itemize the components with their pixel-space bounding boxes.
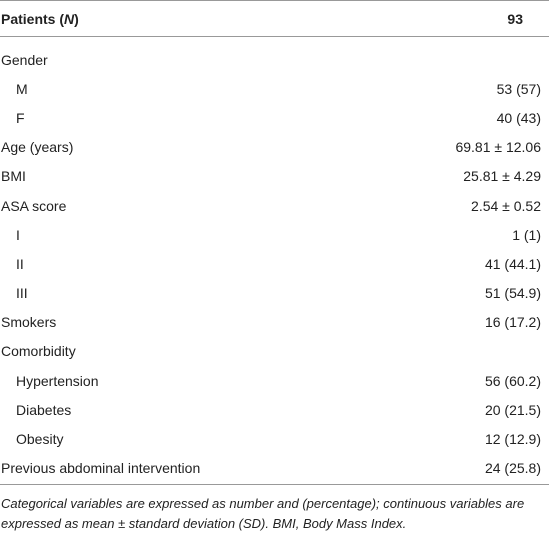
table-row: Age (years) 69.81 ± 12.06 [0, 133, 549, 162]
table-row: Hypertension 56 (60.2) [0, 366, 549, 395]
row-value: 53 (57) [496, 80, 541, 97]
table-row: Comorbidity [0, 337, 549, 366]
row-label: F [16, 109, 25, 126]
table-row: ASA score 2.54 ± 0.52 [0, 191, 549, 220]
table-row: Diabetes 20 (21.5) [0, 395, 549, 424]
table-row: Smokers 16 (17.2) [0, 308, 549, 337]
row-value: 56 (60.2) [484, 372, 541, 389]
row-label: Smokers [1, 314, 57, 331]
row-label: M [16, 80, 28, 97]
row-value: 2.54 ± 0.52 [471, 197, 541, 214]
header-text: Patients ( [1, 10, 65, 27]
table-row: BMI 25.81 ± 4.29 [0, 162, 549, 191]
table-row: M 53 (57) [0, 74, 549, 103]
row-label: Diabetes [16, 401, 72, 418]
row-value: 69.81 ± 12.06 [455, 139, 541, 156]
row-label: Age (years) [1, 139, 74, 156]
header-label: Patients (N) [1, 11, 79, 27]
row-label: II [16, 255, 24, 272]
table-row: F 40 (43) [0, 103, 549, 132]
row-label: Gender [1, 51, 48, 68]
row-value: 24 (25.8) [484, 460, 541, 477]
header-value: 93 [507, 10, 523, 27]
row-label: Obesity [16, 431, 64, 448]
table-row: II 41 (44.1) [0, 249, 549, 278]
row-value: 1 (1) [512, 226, 541, 243]
header-text: ) [74, 10, 79, 27]
row-label: Comorbidity [1, 343, 76, 360]
row-label: III [16, 285, 28, 302]
row-value: 25.81 ± 4.29 [463, 168, 541, 185]
bottom-rule [0, 483, 549, 485]
row-value: 51 (54.9) [484, 285, 541, 302]
row-label: Hypertension [16, 372, 99, 389]
header-row: Patients (N) 93 [0, 0, 549, 37]
table-body: Gender M 53 (57) F 40 (43) Age (years) 69.81 ±… [0, 45, 549, 483]
row-label: I [16, 226, 20, 243]
row-value: 20 (21.5) [484, 401, 541, 418]
row-value: 16 (17.2) [484, 314, 541, 331]
table-row: III 51 (54.9) [0, 279, 549, 308]
row-value: 12 (12.9) [484, 431, 541, 448]
footnote: Categorical variables are expressed as n… [1, 496, 525, 531]
table: Patients (N) 93 Gender M 53 (57) F 40 (43) Ag… [0, 0, 549, 485]
header-text: N [64, 10, 75, 27]
table-row: Obesity 12 (12.9) [0, 424, 549, 453]
row-value: 40 (43) [496, 109, 541, 126]
row-label: ASA score [1, 197, 67, 214]
table-row: I 1 (1) [0, 220, 549, 249]
table-row: Gender [0, 45, 549, 74]
row-value: 41 (44.1) [484, 255, 541, 272]
row-label: BMI [1, 168, 26, 185]
table-row: Previous abdominal intervention 24 (25.8) [0, 454, 549, 483]
row-label: Previous abdominal intervention [1, 460, 201, 477]
